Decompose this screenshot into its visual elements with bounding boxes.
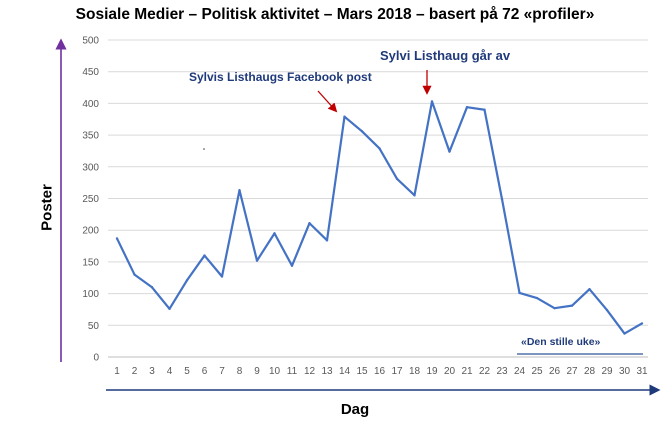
data-point <box>378 147 381 150</box>
x-tick-label: 26 <box>549 366 561 377</box>
data-point <box>430 100 434 103</box>
chart-title: Sosiale Medier – Politisk aktivitet – Ma… <box>75 6 595 23</box>
data-point <box>168 307 171 311</box>
x-tick-label: 31 <box>636 366 648 377</box>
x-tick-label: 15 <box>356 366 368 377</box>
data-point <box>308 222 311 225</box>
data-point <box>605 308 609 312</box>
data-point <box>483 108 486 111</box>
data-point <box>588 287 591 291</box>
x-tick-label: 6 <box>202 366 208 377</box>
x-tick-label: 1 <box>114 366 120 377</box>
x-tick-label: 22 <box>479 366 491 377</box>
data-point <box>360 130 364 133</box>
y-tick-label: 0 <box>93 353 99 364</box>
x-axis-label: Dag <box>340 401 370 418</box>
x-tick-label: 8 <box>237 366 243 377</box>
x-tick-label: 25 <box>531 366 543 377</box>
annotation-facebook-post: Sylvis Listhaugs Facebook post <box>189 70 372 84</box>
x-tick-label: 3 <box>149 366 155 377</box>
series-line <box>116 100 643 335</box>
x-tick-label: 12 <box>304 366 316 377</box>
x-tick-label: 5 <box>184 366 190 377</box>
data-point <box>325 239 329 242</box>
x-tick-label: 18 <box>409 366 421 377</box>
data-point <box>273 232 276 235</box>
x-tick-label: 16 <box>374 366 386 377</box>
data-point <box>465 106 469 109</box>
data-point <box>570 304 574 307</box>
data-point <box>343 115 346 118</box>
y-tick-label: 200 <box>82 226 99 237</box>
data-point <box>203 254 206 257</box>
x-tick-label: 4 <box>167 366 173 377</box>
x-tick-label: 14 <box>339 366 351 377</box>
data-point <box>640 322 644 325</box>
data-point <box>448 150 451 153</box>
annotation-listhaug-leaves: Sylvi Listhaug går av <box>380 48 511 63</box>
data-point <box>255 259 259 262</box>
x-tick-label: 19 <box>426 366 438 377</box>
data-point <box>115 237 119 240</box>
x-tick-label: 29 <box>601 366 613 377</box>
x-tick-label: 28 <box>584 366 596 377</box>
x-tick-label: 21 <box>461 366 473 377</box>
data-point <box>623 332 626 335</box>
y-tick-label: 400 <box>82 99 99 110</box>
data-point <box>238 189 241 192</box>
x-tick-label: 27 <box>566 366 578 377</box>
y-axis-label: Poster <box>38 184 56 231</box>
annotation-arrow-facebook <box>317 90 338 113</box>
x-tick-label: 13 <box>321 366 333 377</box>
data-point <box>185 279 189 282</box>
data-point <box>150 286 154 289</box>
y-tick-label: 450 <box>82 67 99 78</box>
x-tick-label: 17 <box>391 366 403 377</box>
x-tick-label: 9 <box>254 366 260 377</box>
data-point <box>220 275 224 278</box>
data-point <box>290 264 294 267</box>
data-point <box>133 273 136 276</box>
y-tick-label: 300 <box>82 162 99 173</box>
x-tick-label: 20 <box>444 366 456 377</box>
x-tick-label: 10 <box>269 366 281 377</box>
data-point <box>553 306 556 310</box>
stray-dot <box>203 148 205 150</box>
y-tick-label: 50 <box>88 321 100 332</box>
data-point <box>395 177 399 181</box>
annotation-quiet-week: «Den stille uke» <box>521 336 601 348</box>
y-tick-label: 350 <box>82 131 99 142</box>
data-point <box>500 197 504 201</box>
data-point <box>535 296 539 300</box>
y-tick-label: 100 <box>82 289 99 300</box>
x-tick-label: 11 <box>287 366 298 377</box>
x-tick-label: 23 <box>496 366 508 377</box>
data-point <box>413 194 416 197</box>
x-tick-label: 7 <box>219 366 225 377</box>
x-tick-label: 30 <box>619 366 631 377</box>
y-tick-label: 500 <box>82 36 99 47</box>
x-tick-label: 2 <box>132 366 138 377</box>
data-point <box>518 291 521 295</box>
y-tick-label: 250 <box>82 194 99 205</box>
y-tick-label: 150 <box>82 257 99 268</box>
x-tick-label: 24 <box>514 366 526 377</box>
